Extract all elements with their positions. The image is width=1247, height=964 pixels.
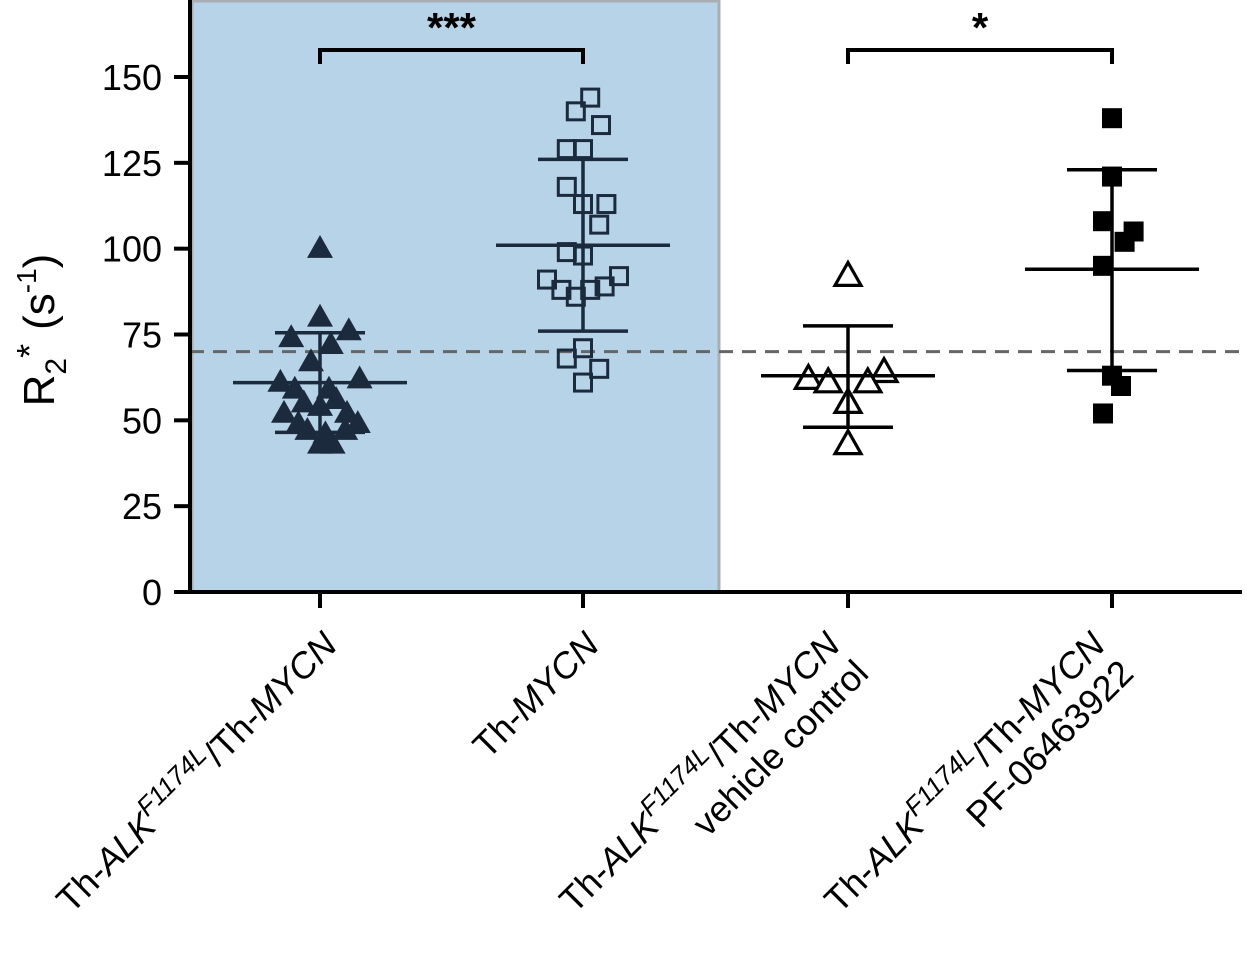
category-label-part: F1174L xyxy=(130,740,212,822)
triangle-marker xyxy=(290,389,317,413)
square-marker xyxy=(1123,221,1144,242)
significance-brackets: *** * xyxy=(318,4,1114,64)
y-tick-label: 0 xyxy=(142,572,162,613)
triangle-marker xyxy=(278,324,305,348)
triangle-marker xyxy=(294,416,321,440)
y-axis-label: R2* (s-1) xyxy=(9,254,73,407)
y-axis-label-unit: (s xyxy=(15,293,64,330)
y-axis-title: R2* (s-1) xyxy=(9,254,73,407)
open-triangle-marker xyxy=(812,365,844,394)
y-tick-label: 25 xyxy=(122,486,162,527)
open-square-marker xyxy=(573,338,593,359)
square-marker xyxy=(1093,403,1113,424)
triangle-marker xyxy=(323,386,350,409)
y-axis-label-unit-close: ) xyxy=(15,254,64,269)
open-square-marker xyxy=(589,358,610,379)
open-square-marker xyxy=(589,214,610,235)
significance-bracket xyxy=(318,48,585,64)
category-label-part: MYCN xyxy=(241,623,346,728)
significance-label: * xyxy=(972,4,989,51)
open-square-marker xyxy=(596,194,617,215)
y-axis-label-main: R xyxy=(15,375,64,407)
open-square-marker xyxy=(609,266,629,287)
y-axis-label-unit-sup: -1 xyxy=(11,268,42,293)
square-marker xyxy=(1093,211,1113,232)
triangle-marker xyxy=(332,416,359,440)
open-square-marker xyxy=(591,115,611,136)
triangle-marker xyxy=(334,399,360,423)
triangle-marker xyxy=(271,399,297,423)
significance-bracket xyxy=(846,48,1114,64)
open-square-marker xyxy=(537,269,557,290)
open-square-marker xyxy=(551,279,572,300)
triangle-marker xyxy=(307,303,333,327)
y-axis-label-star: * xyxy=(9,344,50,358)
significance-label: *** xyxy=(427,4,477,51)
y-tick-label: 100 xyxy=(102,229,162,270)
triangle-marker xyxy=(281,375,308,399)
triangle-marker xyxy=(335,317,362,341)
open-triangle-marker xyxy=(852,365,884,394)
square-marker xyxy=(1111,376,1131,396)
open-triangle-marker xyxy=(832,427,864,456)
mean-sd-bars xyxy=(233,157,1199,435)
y-tick-label: 150 xyxy=(102,57,162,98)
category-label: Th-MYCN xyxy=(465,623,608,766)
y-tick-label: 125 xyxy=(102,143,162,184)
category-label: Th-ALKF1174L/Th-MYCN xyxy=(44,619,345,920)
triangle-marker xyxy=(344,410,371,434)
category-label-part: MYCN xyxy=(503,623,608,728)
open-square-marker xyxy=(580,87,601,108)
axes: 0 25 50 75 100 125 150 xyxy=(102,0,1242,613)
open-square-marker xyxy=(573,139,593,160)
category-labels: Th-ALKF1174L/Th-MYCNTh-MYCNTh-ALKF1174L/… xyxy=(44,619,1141,920)
triangle-marker xyxy=(307,235,333,258)
highlight-region xyxy=(190,0,721,594)
open-square-marker xyxy=(556,348,577,369)
open-triangle-marker xyxy=(868,355,900,384)
square-marker xyxy=(1093,255,1113,276)
category-label-group: Th-ALKF1174L/Th-MYCN xyxy=(44,619,345,920)
open-square-marker xyxy=(573,372,593,393)
data-points xyxy=(267,87,1144,456)
square-marker xyxy=(1102,108,1122,129)
y-tick-label: 75 xyxy=(122,315,162,356)
open-square-marker xyxy=(594,276,615,297)
open-triangle-marker xyxy=(832,259,864,287)
open-square-marker xyxy=(556,176,577,197)
triangle-marker xyxy=(298,348,324,372)
triangle-marker xyxy=(267,368,294,392)
triangle-marker xyxy=(317,331,344,355)
y-axis-label-sub: 2 xyxy=(40,358,73,375)
y-tick-label: 50 xyxy=(122,400,162,441)
category-label-group: Th-MYCN xyxy=(465,623,608,766)
open-square-marker xyxy=(565,101,586,122)
